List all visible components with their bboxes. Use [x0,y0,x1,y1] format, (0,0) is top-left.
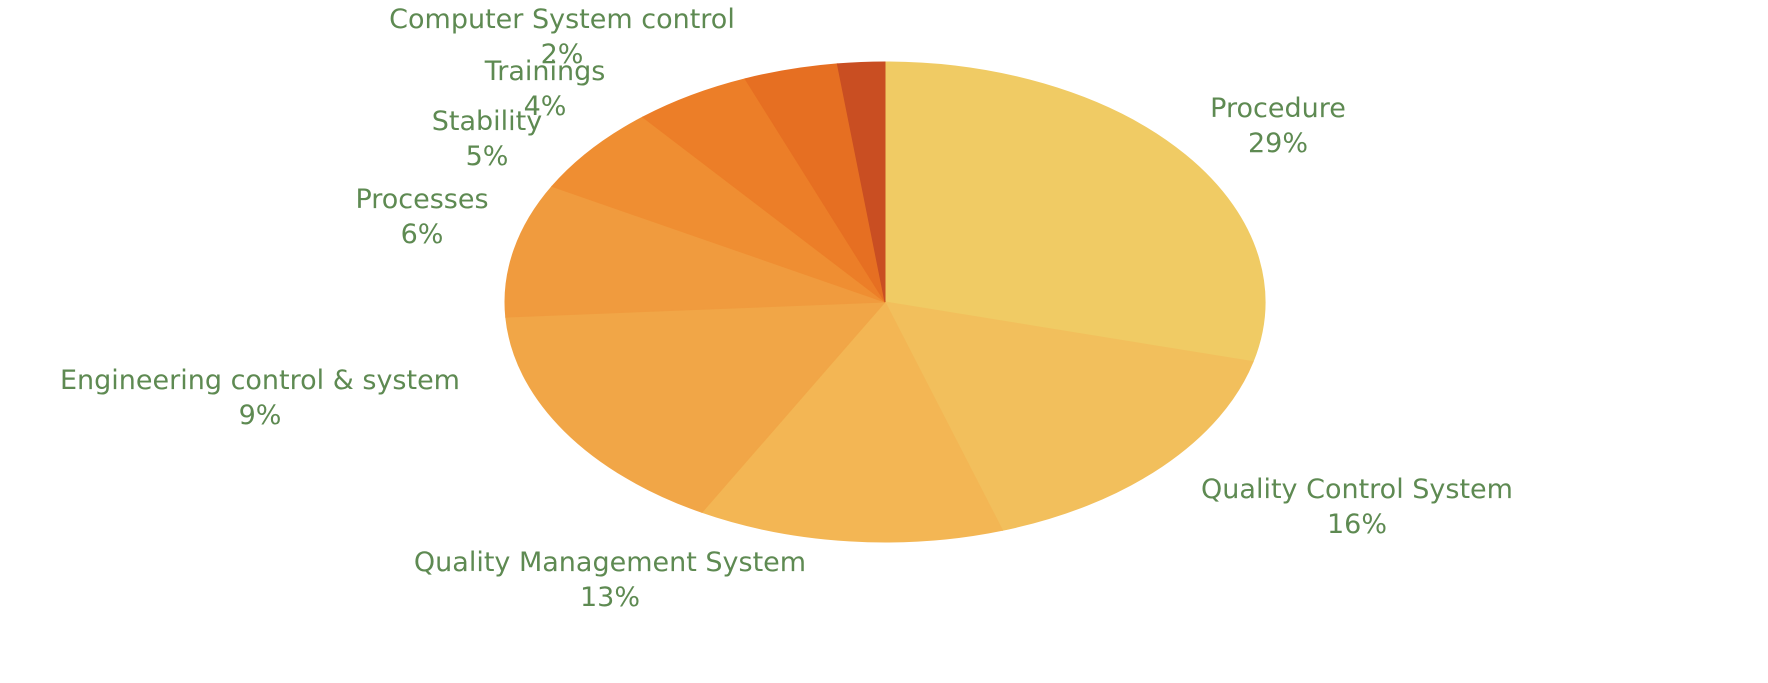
slice-label: Procedure [1210,93,1346,124]
pie-slice-processes [551,116,886,303]
slice-percentage-label: 9% [239,400,282,431]
pie-slice-procedure [884,61,1266,363]
pie-slice-computer-system-control [836,61,886,303]
pie-slice-other [505,301,887,513]
slice-percentage-label: 6% [401,219,444,250]
slice-label: Stability [432,106,543,137]
pie-labels: Procedure 29% Quality Control System 16% Qua… [60,4,1513,613]
slice-label: Quality Control System [1201,474,1513,505]
slice-percentage-label: 29% [1248,128,1308,159]
slice-percentage-label: 16% [1327,509,1387,540]
pie-slice-quality-control-system [884,301,1254,531]
pie-slice-quality-management-system [701,301,1004,543]
slice-label: Trainings [484,56,606,87]
slice-percentage-label: 2% [541,39,584,70]
slice-percentage-label: 13% [580,582,640,613]
slice-label: Engineering control & system [60,365,460,396]
slice-percentage-label: 4% [524,91,567,122]
slice-label: Computer System control [389,4,735,35]
slice-label: Processes [355,184,488,215]
pie-slice-engineering-control-system [504,185,886,318]
slice-label: Quality Management System [414,547,806,578]
pie-slices [504,61,1266,543]
slice-percentage-label: 5% [466,141,509,172]
